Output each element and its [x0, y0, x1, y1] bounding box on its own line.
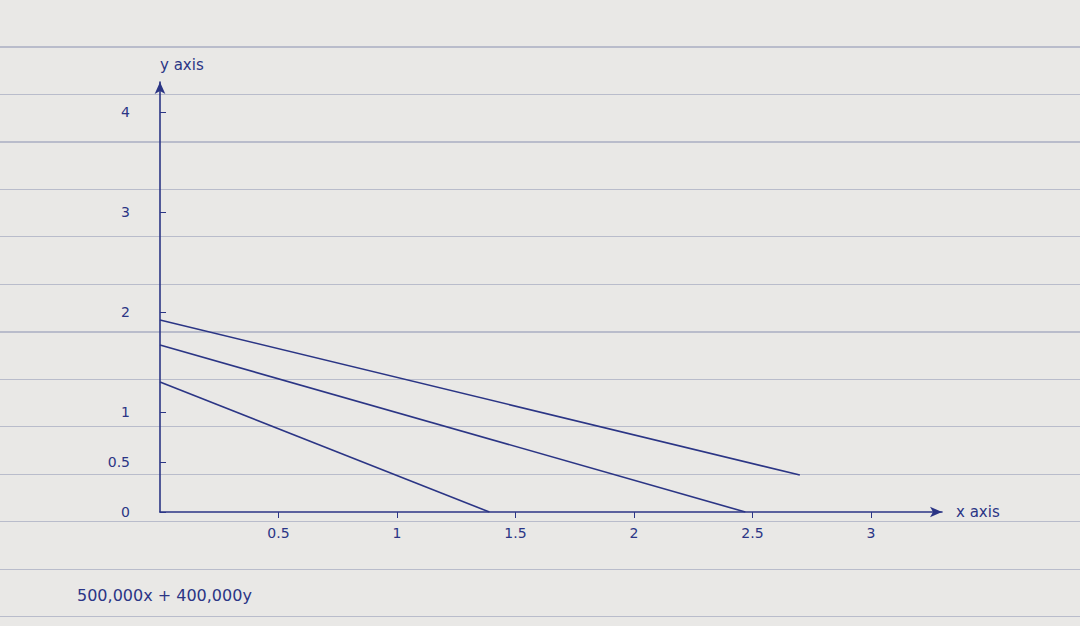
svg-text:2: 2 — [629, 525, 638, 541]
svg-text:4: 4 — [121, 104, 130, 120]
svg-text:1.5: 1.5 — [504, 525, 526, 541]
svg-text:0.5: 0.5 — [108, 454, 130, 470]
svg-text:3: 3 — [866, 525, 875, 541]
svg-text:3: 3 — [121, 204, 130, 220]
svg-text:x axis: x axis — [956, 503, 1000, 521]
svg-text:0.5: 0.5 — [267, 525, 289, 541]
svg-text:2: 2 — [121, 304, 130, 320]
svg-text:1: 1 — [121, 404, 130, 420]
svg-text:2.5: 2.5 — [741, 525, 763, 541]
svg-text:1: 1 — [393, 525, 402, 541]
svg-text:500,000x + 400,000y: 500,000x + 400,000y — [77, 586, 252, 605]
svg-text:0: 0 — [121, 504, 130, 520]
svg-text:y axis: y axis — [160, 56, 204, 74]
